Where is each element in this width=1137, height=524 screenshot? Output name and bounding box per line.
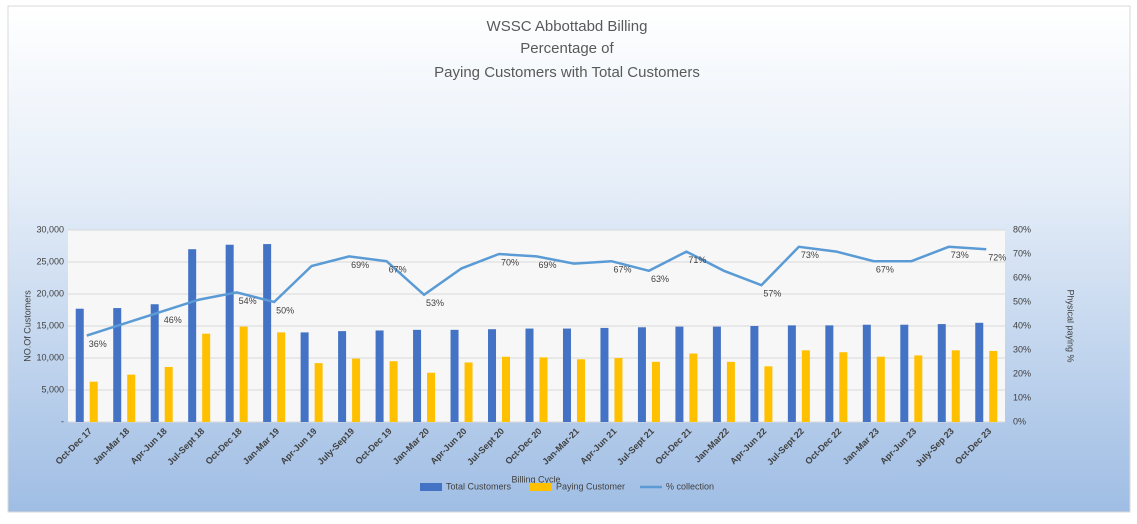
x-axis-title: Billing Cycle: [511, 474, 560, 484]
bar: [562, 328, 571, 422]
bar: [951, 350, 960, 422]
bar: [113, 308, 122, 422]
bar: [651, 361, 660, 422]
data-label: 53%: [426, 298, 444, 308]
y-axis-title: NO.Of Customers: [22, 290, 32, 362]
legend-swatch: [420, 483, 442, 491]
chart-title: WSSC Abbottabd Billing: [487, 18, 648, 35]
y2-tick-label: 70%: [1013, 248, 1031, 258]
bar: [989, 350, 998, 422]
y-tick-label: 15,000: [36, 320, 64, 330]
legend-swatch: [530, 483, 552, 491]
bar: [914, 355, 923, 422]
bar: [239, 326, 248, 422]
bar: [764, 366, 773, 422]
bar: [352, 358, 361, 422]
bar: [539, 357, 548, 422]
bar: [689, 353, 698, 422]
y2-tick-label: 0%: [1013, 416, 1026, 426]
y-tick-label: -: [61, 416, 64, 426]
data-label: 67%: [876, 265, 894, 275]
bar: [413, 329, 422, 422]
y2-tick-label: 60%: [1013, 272, 1031, 282]
bar: [876, 356, 885, 422]
bar: [314, 363, 323, 422]
bar: [300, 332, 309, 422]
data-label: 67%: [613, 265, 631, 275]
bar: [975, 322, 984, 422]
bar: [375, 330, 384, 422]
data-label: 69%: [539, 260, 557, 270]
bar: [675, 326, 684, 422]
bar: [937, 324, 946, 422]
legend-label: Paying Customer: [556, 481, 625, 491]
data-label: 73%: [801, 250, 819, 260]
bar: [427, 372, 436, 422]
data-label: 63%: [651, 274, 669, 284]
bar: [164, 366, 173, 422]
y2-tick-label: 80%: [1013, 224, 1031, 234]
data-label: 46%: [164, 315, 182, 325]
y2-tick-label: 10%: [1013, 392, 1031, 402]
bar: [277, 332, 286, 422]
y-tick-label: 25,000: [36, 256, 64, 266]
bar: [89, 381, 98, 422]
y2-tick-label: 50%: [1013, 296, 1031, 306]
bar: [502, 356, 511, 422]
bar: [825, 325, 834, 422]
bar: [600, 327, 609, 422]
chart-title: Paying Customers with Total Customers: [434, 64, 700, 81]
bar: [488, 329, 497, 422]
legend-label: % collection: [666, 481, 714, 491]
bar: [150, 304, 159, 422]
bar: [726, 361, 735, 422]
bar: [862, 324, 871, 422]
y-tick-label: 10,000: [36, 352, 64, 362]
bar: [525, 328, 534, 422]
data-label: 67%: [389, 265, 407, 275]
data-label: 71%: [688, 255, 706, 265]
bar: [637, 327, 646, 422]
bar: [127, 374, 136, 422]
chart-title: Percentage of: [520, 40, 614, 57]
data-label: 70%: [501, 257, 519, 267]
bar: [188, 249, 197, 422]
y-tick-label: 5,000: [41, 384, 64, 394]
bar: [75, 308, 84, 422]
bar: [263, 244, 272, 422]
y2-axis-title: Physical paying %: [1066, 289, 1076, 362]
bar: [614, 358, 623, 422]
data-label: 73%: [951, 250, 969, 260]
bar: [787, 325, 796, 422]
y-tick-label: 20,000: [36, 288, 64, 298]
bar: [202, 333, 211, 422]
bar: [712, 326, 721, 422]
bar: [750, 326, 759, 422]
bar: [338, 331, 347, 422]
legend-label: Total Customers: [446, 481, 512, 491]
bar: [450, 329, 459, 422]
y2-tick-label: 30%: [1013, 344, 1031, 354]
bar: [576, 359, 585, 422]
y2-tick-label: 40%: [1013, 320, 1031, 330]
bar: [839, 352, 848, 422]
bar: [464, 362, 473, 422]
data-label: 69%: [351, 260, 369, 270]
line: [86, 245, 987, 337]
bar: [389, 361, 398, 422]
data-label: 57%: [763, 289, 781, 299]
bar: [801, 350, 810, 422]
data-label: 36%: [89, 339, 107, 349]
bar: [900, 324, 909, 422]
bar: [225, 244, 234, 422]
data-label: 72%: [988, 253, 1006, 263]
data-label: 54%: [239, 296, 257, 306]
data-label: 50%: [276, 305, 294, 315]
y2-tick-label: 20%: [1013, 368, 1031, 378]
y-tick-label: 30,000: [36, 224, 64, 234]
